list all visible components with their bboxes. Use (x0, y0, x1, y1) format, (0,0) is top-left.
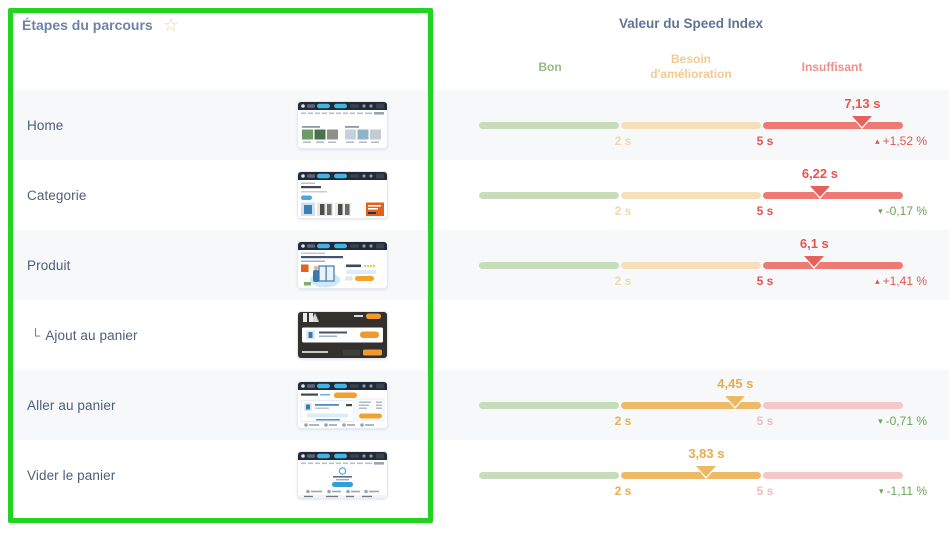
speed-index-gauge: 6,22 s 2 s 5 s (479, 160, 903, 230)
gauge-tick-2s: 2 s (614, 204, 632, 218)
gauge-marker-icon (852, 116, 873, 127)
step-label: Vider le panier (27, 467, 116, 483)
gauge-segment-2 (763, 262, 903, 269)
journey-steps-title: Étapes du parcours (22, 17, 153, 33)
speed-index-value: 3,83 s (688, 446, 725, 461)
delta-down-icon: ▾ (878, 206, 883, 216)
journey-table: Home 7,13 s 2 s 5 s ▴ +1,52 % Categorie 6,22 s 2… (8, 90, 949, 510)
gauge-marker-icon (725, 396, 746, 407)
gauge-tick-5s: 5 s (756, 274, 774, 288)
delta-badge: ▾ -1,11 % (879, 484, 927, 498)
gauge-segment-0 (479, 262, 619, 269)
favorite-star-icon[interactable]: ☆ (162, 15, 179, 35)
gauge-segment-1 (621, 472, 761, 479)
delta-down-icon: ▾ (878, 416, 883, 426)
page-thumbnail[interactable] (298, 172, 387, 218)
gauge-segment-2 (763, 122, 903, 129)
table-row[interactable]: Produit 6,1 s 2 s 5 s ▴ +1,41 % (8, 230, 949, 300)
gauge-tick-2s: 2 s (614, 414, 632, 428)
gauge-segment-0 (479, 472, 619, 479)
step-label: Produit (27, 257, 71, 273)
zone-header-1: Besoin d'amélioration (650, 52, 732, 81)
journey-steps-header: Étapes du parcours ☆ (22, 16, 179, 34)
zone-header-2: Insuffisant (801, 60, 863, 74)
speed-index-gauge: 6,1 s 2 s 5 s (479, 230, 903, 300)
gauge-segment-2 (763, 192, 903, 199)
gauge-segment-0 (479, 122, 619, 129)
delta-badge: ▴ +1,52 % (875, 134, 927, 148)
gauge-segment-2 (763, 472, 903, 479)
gauge-segment-2 (763, 402, 903, 409)
gauge-segment-0 (479, 402, 619, 409)
page-thumbnail[interactable] (298, 382, 387, 428)
gauge-tick-2s: 2 s (614, 274, 632, 288)
gauge-segment-0 (479, 192, 619, 199)
speed-index-gauge: 4,45 s 2 s 5 s (479, 370, 903, 440)
page-thumbnail[interactable] (298, 452, 387, 498)
gauge-segment-1 (621, 122, 761, 129)
step-label: Aller au panier (27, 397, 116, 413)
gauge-marker-icon (809, 186, 830, 197)
page-thumbnail[interactable] (298, 242, 387, 288)
speed-index-value: 7,13 s (844, 96, 881, 111)
step-label: └ Ajout au panier (31, 327, 138, 343)
gauge-tick-5s: 5 s (756, 134, 774, 148)
speed-index-value: 6,22 s (801, 166, 838, 181)
speed-index-value: 6,1 s (799, 236, 829, 251)
table-row[interactable]: Categorie 6,22 s 2 s 5 s ▾ -0,17 % (8, 160, 949, 230)
page-thumbnail[interactable] (298, 312, 387, 358)
delta-up-icon: ▴ (875, 276, 880, 286)
speed-index-title: Valeur du Speed Index (618, 16, 764, 31)
substep-elbow-icon: └ (31, 327, 41, 343)
gauge-segment-1 (621, 262, 761, 269)
page-thumbnail[interactable] (298, 102, 387, 148)
table-row[interactable]: Aller au panier 4,45 s 2 s 5 s ▾ -0,71 % (8, 370, 949, 440)
gauge-tick-2s: 2 s (614, 134, 632, 148)
delta-badge: ▴ +1,41 % (875, 274, 927, 288)
step-label: Categorie (27, 187, 87, 203)
gauge-marker-icon (804, 256, 825, 267)
table-row[interactable]: Vider le panier 3,83 s 2 s 5 s ▾ -1,11 % (8, 440, 949, 510)
delta-badge: ▾ -0,71 % (878, 414, 927, 428)
gauge-segment-1 (621, 192, 761, 199)
gauge-segment-1 (621, 402, 761, 409)
delta-down-icon: ▾ (879, 486, 884, 496)
gauge-tick-5s: 5 s (756, 414, 774, 428)
speed-index-gauge: 3,83 s 2 s 5 s (479, 440, 903, 510)
speed-index-value: 4,45 s (717, 376, 754, 391)
table-row[interactable]: Home 7,13 s 2 s 5 s ▴ +1,52 % (8, 90, 949, 160)
gauge-tick-5s: 5 s (756, 204, 774, 218)
gauge-tick-2s: 2 s (614, 484, 632, 498)
speed-index-gauge: 7,13 s 2 s 5 s (479, 90, 903, 160)
zone-header-0: Bon (538, 60, 562, 74)
delta-badge: ▾ -0,17 % (878, 204, 927, 218)
table-row[interactable]: └ Ajout au panier (8, 300, 949, 370)
step-label: Home (27, 117, 64, 133)
delta-up-icon: ▴ (875, 136, 880, 146)
gauge-tick-5s: 5 s (756, 484, 774, 498)
gauge-marker-icon (696, 466, 717, 477)
